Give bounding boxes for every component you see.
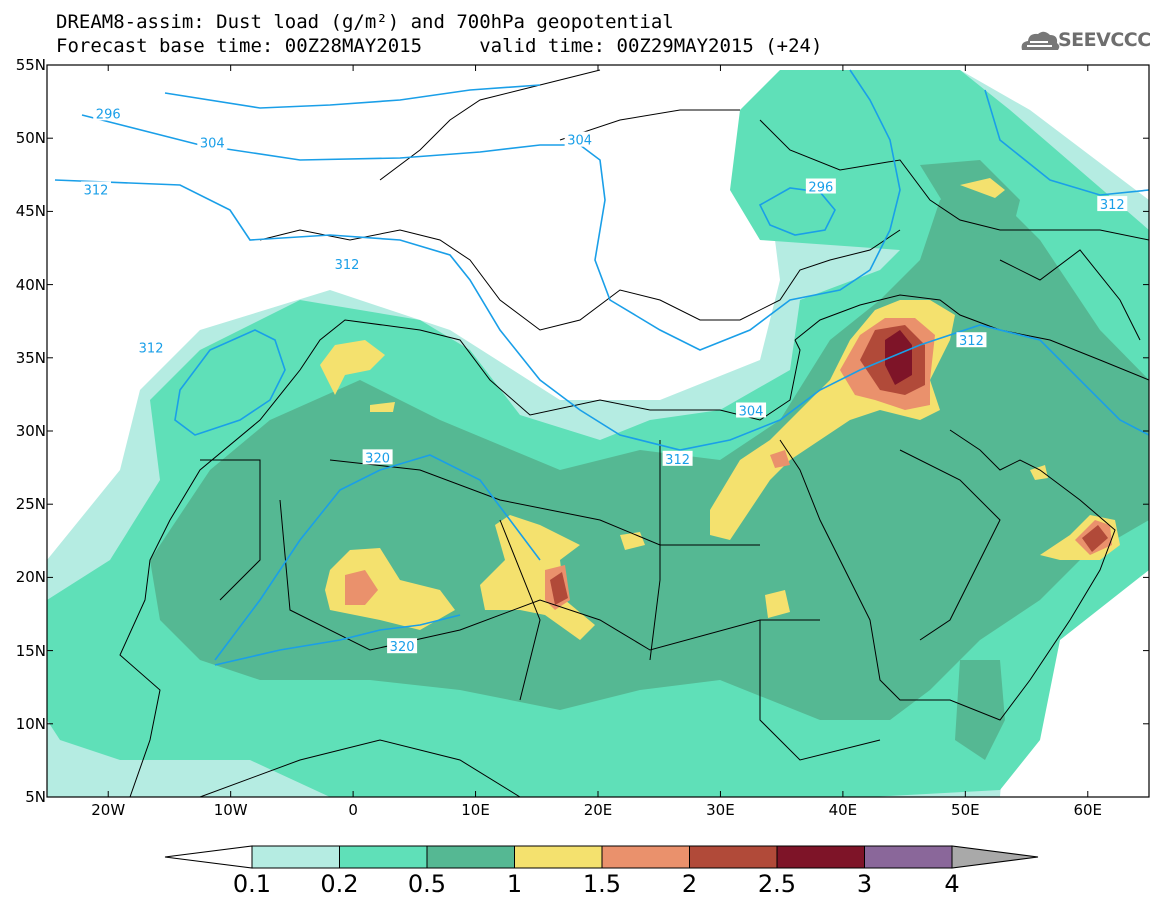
map-title-line1: DREAM8-assim: Dust load (g/m²) and 700hP… <box>56 11 674 33</box>
lat-label: 40N <box>15 275 46 294</box>
colorbar-label: 2 <box>681 870 698 898</box>
colorbar-label: 3 <box>856 870 873 898</box>
logo-text: SEEVCCC <box>1058 29 1151 51</box>
lat-label: 45N <box>15 202 46 221</box>
svg-text:304: 304 <box>567 134 592 149</box>
contour-labels: 296 304 312 304 296 312 312 312 312 304 320 312 320 <box>80 105 1128 655</box>
svg-text:312: 312 <box>1100 198 1125 213</box>
svg-text:312: 312 <box>84 183 109 198</box>
lon-label: 20W <box>91 801 126 819</box>
colorbar-swatch <box>689 845 778 869</box>
lat-label: 5N <box>25 788 46 806</box>
contour-label: 320 <box>387 638 418 655</box>
colorbar-swatch <box>864 845 953 869</box>
contour-label: 312 <box>80 181 111 198</box>
contour-label: 296 <box>805 178 836 196</box>
colorbar-swatch <box>776 845 865 869</box>
svg-text:312: 312 <box>959 334 984 349</box>
contour-label: 312 <box>956 332 987 349</box>
lon-label: 10E <box>461 801 490 819</box>
contour-label: 312 <box>331 256 362 273</box>
lat-label: 15N <box>15 641 46 660</box>
colorbar-label: 0.2 <box>320 870 359 898</box>
colorbar-label: 4 <box>944 870 960 898</box>
contour-label: 296 <box>93 105 124 122</box>
lat-label: 35N <box>15 348 46 367</box>
contour-label: 312 <box>136 339 167 357</box>
axis-ticks <box>47 64 1149 798</box>
lon-label: 40E <box>828 801 858 819</box>
lat-label: 55N <box>15 56 46 74</box>
colorbar-swatch <box>339 845 428 869</box>
svg-text:312: 312 <box>665 453 690 468</box>
colorbar-swatch <box>426 845 515 869</box>
contour-label: 304 <box>564 131 595 149</box>
lon-label: 20E <box>583 801 613 819</box>
colorbar-label: 1 <box>506 870 523 898</box>
colorbar-label: 0.5 <box>407 870 447 898</box>
geopotential-contours <box>54 69 1149 666</box>
svg-text:312: 312 <box>139 342 164 357</box>
lat-label: 10N <box>15 714 46 733</box>
colorbar-swatch <box>251 845 340 869</box>
svg-text:304: 304 <box>739 405 764 420</box>
lon-label: 10W <box>213 801 248 819</box>
contour-label: 304 <box>197 134 228 152</box>
colorbar-label: 0.1 <box>232 870 272 898</box>
dust-load-map: 296 304 312 304 296 312 312 312 312 304 320 312 320 <box>46 64 1150 798</box>
contour-label: 320 <box>362 449 393 466</box>
lat-label: 30N <box>15 422 46 440</box>
svg-text:320: 320 <box>365 451 390 466</box>
lon-label: 30E <box>706 801 735 819</box>
colorbar-swatch <box>601 845 690 869</box>
lon-label: 60E <box>1073 801 1103 819</box>
colorbar-swatch <box>514 845 603 869</box>
contour-label: 304 <box>736 402 767 420</box>
svg-text:296: 296 <box>808 181 833 196</box>
svg-text:320: 320 <box>390 640 415 655</box>
contour-label: 312 <box>1097 196 1128 213</box>
map-title-line2: Forecast base time: 00Z28MAY2015 valid t… <box>56 35 823 57</box>
cloud-logo-icon <box>1021 31 1060 50</box>
lon-label: 0 <box>348 801 358 819</box>
dust-shading <box>47 70 1149 797</box>
svg-text:296: 296 <box>96 107 121 122</box>
lat-label: 20N <box>15 568 46 587</box>
colorbar-label: 2.5 <box>757 870 797 898</box>
svg-text:312: 312 <box>335 258 360 273</box>
lat-label: 25N <box>15 495 46 514</box>
colorbar <box>164 845 1039 869</box>
lon-label: 50E <box>951 801 980 819</box>
svg-text:304: 304 <box>200 137 225 152</box>
colorbar-label: 1.5 <box>582 870 622 898</box>
contour-label: 312 <box>662 450 693 468</box>
colorbar-under-triangle <box>164 845 253 869</box>
lat-label: 50N <box>15 129 46 148</box>
colorbar-over-triangle <box>951 845 1039 869</box>
coastlines <box>119 69 1149 797</box>
